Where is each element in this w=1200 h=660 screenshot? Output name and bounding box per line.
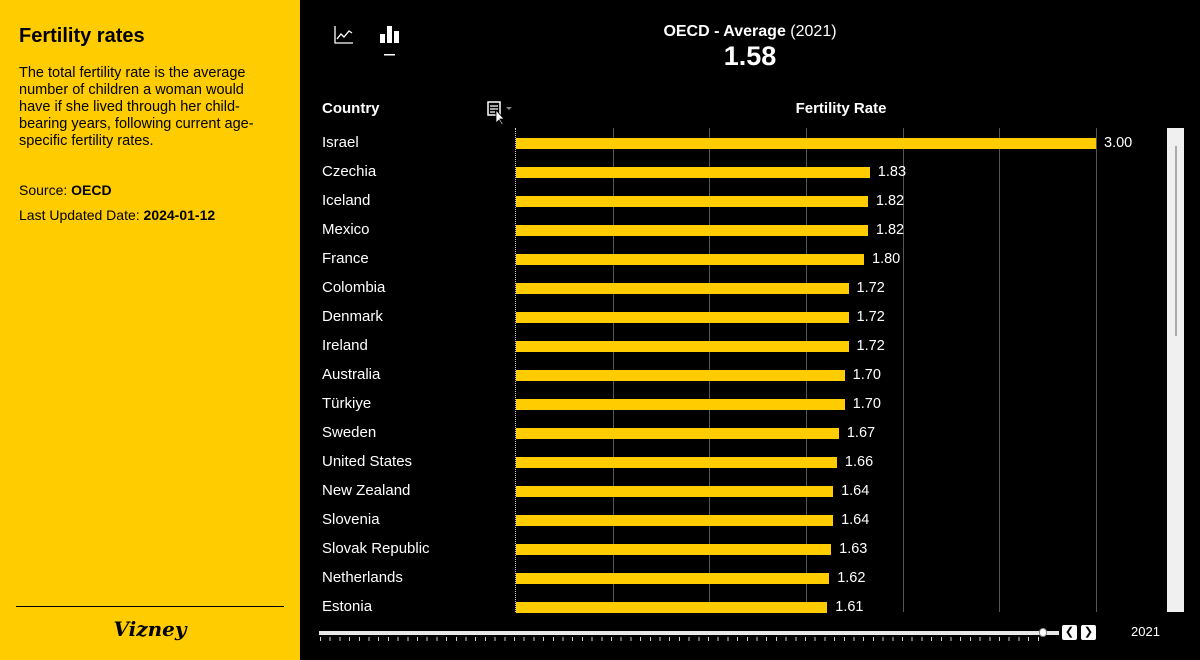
gridline — [999, 128, 1000, 612]
value-label: 1.66 — [844, 454, 874, 470]
value-label: 1.82 — [875, 222, 905, 238]
value-label: 1.83 — [877, 164, 907, 180]
year-slider-handle[interactable] — [1039, 628, 1047, 637]
country-label: Netherlands — [322, 569, 403, 586]
value-label: 1.72 — [856, 280, 885, 296]
sort-menu-icon[interactable] — [487, 101, 515, 125]
country-label: Slovak Republic — [322, 540, 430, 557]
country-label: Slovenia — [322, 511, 380, 528]
divider — [16, 606, 284, 607]
bar[interactable] — [516, 283, 849, 294]
value-label: 1.80 — [872, 251, 901, 267]
year-slider-ticks — [320, 637, 1040, 641]
value-label: 1.61 — [835, 599, 864, 615]
country-label: Iceland — [322, 192, 371, 209]
bar[interactable] — [516, 486, 834, 497]
value-label: 1.72 — [856, 309, 885, 325]
sidebar-title: Fertility rates — [19, 25, 145, 47]
country-label: Mexico — [322, 221, 370, 238]
updated-label: Last Updated Date: — [19, 207, 144, 223]
country-label: France — [322, 250, 369, 267]
bar[interactable] — [516, 399, 845, 410]
value-label: 1.64 — [841, 512, 870, 528]
country-label: Israel — [322, 134, 359, 151]
bar[interactable] — [516, 544, 832, 555]
kpi-year: (2021) — [790, 23, 837, 40]
bar[interactable] — [516, 602, 828, 613]
bar[interactable] — [516, 515, 834, 526]
bar[interactable] — [516, 457, 837, 468]
bar[interactable] — [516, 196, 868, 207]
kpi-value: 1.58 — [723, 41, 777, 71]
value-label: 1.72 — [856, 338, 885, 354]
scrollbar[interactable] — [1167, 128, 1184, 612]
value-label: 3.00 — [1104, 135, 1133, 151]
value-label: 1.63 — [839, 541, 868, 557]
country-label: Czechia — [322, 163, 377, 180]
bar[interactable] — [516, 573, 830, 584]
country-label: Türkiye — [322, 395, 372, 412]
country-label: Sweden — [322, 424, 377, 441]
country-label: Australia — [322, 366, 381, 383]
value-label: 1.82 — [875, 193, 905, 209]
scrollbar-thumb[interactable] — [1175, 146, 1177, 336]
source: Source: OECD — [19, 182, 112, 198]
value-label: 1.70 — [852, 367, 881, 383]
gridline — [1096, 128, 1097, 612]
bar[interactable] — [516, 254, 864, 265]
bar[interactable] — [516, 225, 868, 236]
sidebar: Fertility rates The total fertility rate… — [0, 0, 300, 660]
value-label: 1.62 — [837, 570, 866, 586]
line-chart-icon[interactable] — [334, 26, 354, 44]
kpi-title: OECD - Average (2021) — [600, 23, 900, 41]
bar[interactable] — [516, 370, 845, 381]
country-label: United States — [322, 453, 413, 470]
bar[interactable] — [516, 167, 870, 178]
next-year-button[interactable]: ❯ — [1081, 625, 1096, 640]
value-label: 1.67 — [846, 425, 876, 441]
country-label: Denmark — [322, 308, 383, 325]
country-label: Colombia — [322, 279, 386, 296]
bar[interactable] — [516, 138, 1096, 149]
country-column-header[interactable]: Country — [322, 100, 380, 117]
year-slider-track[interactable] — [319, 631, 1059, 635]
bar[interactable] — [516, 428, 839, 439]
bar-chart-icon[interactable] — [380, 24, 400, 56]
source-value: OECD — [71, 182, 112, 198]
kpi-name: OECD - Average — [663, 23, 786, 40]
previous-year-button[interactable]: ❮ — [1062, 625, 1077, 640]
description: The total fertility rate is the average … — [19, 65, 254, 149]
value-label: 1.64 — [841, 483, 870, 499]
country-label: Estonia — [322, 598, 373, 615]
selected-year: 2021 — [1131, 624, 1160, 639]
bar[interactable] — [516, 341, 849, 352]
bar[interactable] — [516, 312, 849, 323]
source-label: Source: — [19, 182, 72, 198]
last-updated: Last Updated Date: 2024-01-12 — [19, 207, 215, 223]
country-label: New Zealand — [322, 482, 411, 499]
fertility-rate-column-header[interactable]: Fertility Rate — [795, 100, 887, 117]
zero-axis — [515, 128, 516, 612]
updated-value: 2024-01-12 — [143, 207, 216, 223]
gridline — [903, 128, 904, 612]
value-label: 1.70 — [852, 396, 881, 412]
country-label: Ireland — [322, 337, 368, 354]
vizney-logo: Vizney — [113, 617, 187, 641]
